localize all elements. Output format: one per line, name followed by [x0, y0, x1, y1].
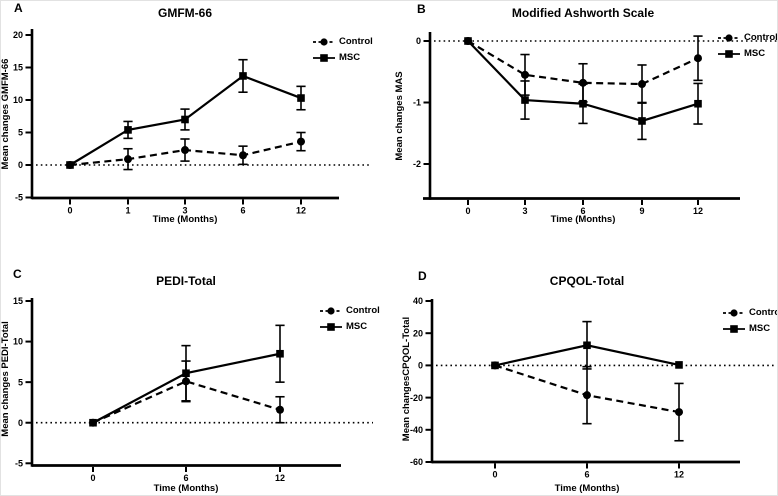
legend-item-msc: MSC: [718, 47, 777, 60]
svg-text:0: 0: [418, 361, 423, 371]
legend-label-control: Control: [346, 305, 380, 316]
panel-title-gmfm66: GMFM-66: [158, 6, 212, 20]
panel-letter-c: C: [13, 267, 22, 281]
svg-text:20: 20: [13, 30, 23, 40]
svg-text:12: 12: [275, 473, 285, 483]
legend-label-control: Control: [339, 36, 373, 47]
x-axis-label-mas: Time (Months): [550, 214, 616, 225]
legend-item-control: Control: [718, 31, 778, 44]
svg-text:9: 9: [639, 206, 644, 216]
svg-text:0: 0: [90, 473, 95, 483]
svg-text:-20: -20: [410, 393, 423, 403]
svg-text:10: 10: [13, 337, 23, 347]
svg-text:0: 0: [465, 206, 470, 216]
svg-text:6: 6: [580, 206, 585, 216]
svg-text:10: 10: [13, 95, 23, 105]
svg-text:5: 5: [18, 377, 23, 387]
plot-area-mas: 0 -1 -2 0 3 6 9 12: [413, 32, 777, 216]
svg-text:12: 12: [674, 470, 684, 480]
legend-item-control: Control: [320, 304, 380, 317]
svg-text:15: 15: [13, 296, 23, 306]
legend-cpqol: Control MSC: [723, 306, 777, 335]
legend-label-control: Control: [749, 307, 777, 318]
legend-pedi: Control MSC: [320, 304, 380, 333]
svg-text:0: 0: [492, 470, 497, 480]
msc-series-marker-icon: [718, 49, 740, 58]
legend-label-msc: MSC: [749, 323, 771, 334]
legend-label-msc: MSC: [339, 52, 361, 63]
svg-text:6: 6: [183, 473, 188, 483]
legend-label-msc: MSC: [744, 48, 766, 59]
svg-text:12: 12: [693, 206, 703, 216]
svg-text:20: 20: [413, 328, 423, 338]
svg-text:-2: -2: [413, 159, 421, 169]
svg-text:0: 0: [18, 418, 23, 428]
control-series-marker-icon: [313, 37, 335, 46]
panel-title-pedi: PEDI-Total: [156, 274, 216, 288]
svg-text:-60: -60: [410, 457, 423, 467]
svg-text:-5: -5: [15, 458, 23, 468]
plot-area-pedi: 15 10 5 0 -5 0 6 12: [13, 296, 373, 483]
svg-text:5: 5: [18, 128, 23, 138]
panel-letter-a: A: [14, 1, 23, 15]
svg-text:-5: -5: [15, 193, 23, 203]
control-series-marker-icon: [718, 33, 740, 42]
legend-label-msc: MSC: [346, 321, 368, 332]
x-axis-label-gmfm66: Time (Months): [152, 214, 218, 225]
legend-item-msc: MSC: [313, 51, 373, 64]
svg-text:12: 12: [296, 206, 306, 216]
svg-text:1: 1: [125, 206, 130, 216]
panel-letter-d: D: [418, 269, 427, 283]
x-axis-label-pedi: Time (Months): [153, 483, 219, 494]
x-axis-label-cpqol: Time (Months): [554, 483, 620, 494]
control-series-marker-icon: [723, 308, 745, 317]
svg-text:3: 3: [182, 206, 187, 216]
svg-text:40: 40: [413, 296, 423, 306]
svg-text:0: 0: [18, 160, 23, 170]
panel-title-mas: Modified Ashworth Scale: [511, 6, 655, 20]
panel-letter-b: B: [417, 2, 426, 16]
svg-text:6: 6: [584, 470, 589, 480]
svg-text:15: 15: [13, 63, 23, 73]
plot-area-cpqol: 40 20 0 -20 -40 -60 0 6 12: [410, 296, 775, 480]
msc-series-marker-icon: [313, 53, 335, 62]
legend-item-msc: MSC: [320, 320, 380, 333]
msc-series-marker-icon: [320, 322, 342, 331]
legend-item-msc: MSC: [723, 322, 777, 335]
panel-title-cpqol: CPQOL-Total: [549, 274, 625, 288]
msc-series-marker-icon: [723, 324, 745, 333]
plot-area-gmfm66: 20 15 10 5 0 -5 0 1 3 6 12: [13, 29, 369, 216]
svg-text:6: 6: [240, 206, 245, 216]
legend-item-control: Control: [313, 35, 373, 48]
svg-text:0: 0: [67, 206, 72, 216]
legend-label-control: Control: [744, 32, 778, 43]
svg-text:-1: -1: [413, 98, 421, 108]
svg-text:-40: -40: [410, 425, 423, 435]
legend-mas: Control MSC: [718, 31, 778, 60]
legend-item-control: Control: [723, 306, 777, 319]
svg-text:3: 3: [522, 206, 527, 216]
legend-gmfm66: Control MSC: [313, 35, 373, 64]
svg-text:0: 0: [416, 36, 421, 46]
control-series-marker-icon: [320, 306, 342, 315]
